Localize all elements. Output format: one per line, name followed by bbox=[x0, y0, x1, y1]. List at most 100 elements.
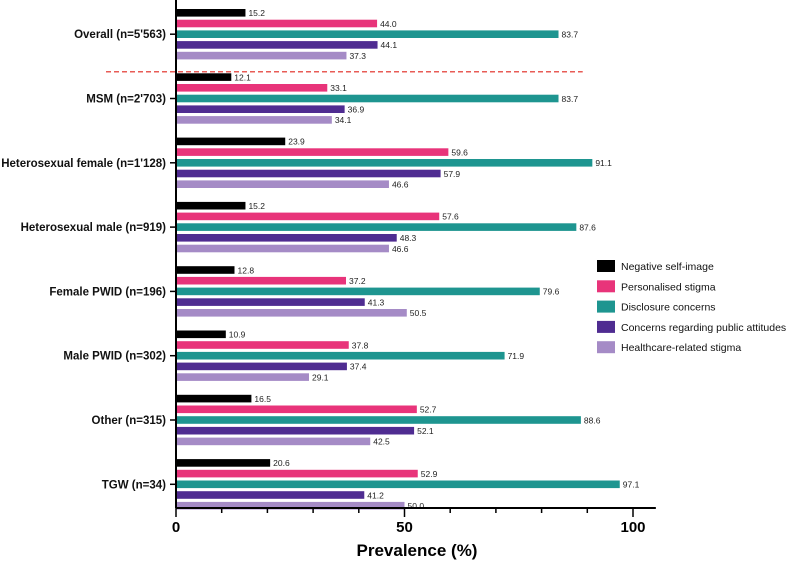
bar bbox=[176, 201, 246, 210]
bar bbox=[176, 341, 349, 349]
bar-value-label: 12.8 bbox=[238, 265, 255, 275]
bar-value-label: 23.9 bbox=[288, 137, 305, 147]
bar bbox=[176, 351, 505, 360]
bar bbox=[176, 84, 328, 92]
bar-value-label: 79.6 bbox=[543, 287, 560, 297]
bar bbox=[176, 234, 397, 242]
bar-value-label: 44.0 bbox=[380, 19, 397, 29]
bar bbox=[176, 180, 389, 188]
bar bbox=[176, 41, 378, 49]
bar bbox=[176, 416, 581, 424]
x-tick-label: 0 bbox=[172, 519, 180, 536]
bar-value-label: 50.0 bbox=[408, 501, 425, 511]
bar-value-label: 48.3 bbox=[400, 233, 417, 243]
bar-value-label: 10.9 bbox=[229, 330, 246, 340]
x-tick-label: 50 bbox=[396, 519, 413, 536]
bar-value-label: 52.7 bbox=[420, 405, 437, 415]
bar bbox=[176, 9, 246, 17]
bar-value-label: 57.9 bbox=[444, 169, 461, 179]
bar bbox=[176, 105, 345, 113]
bar-value-label: 33.1 bbox=[330, 83, 347, 93]
bar bbox=[176, 330, 226, 339]
bar-value-label: 44.1 bbox=[381, 40, 398, 50]
legend-label: Concerns regarding public attitudes bbox=[621, 322, 786, 334]
bar bbox=[176, 212, 440, 221]
bar bbox=[176, 491, 365, 499]
bar-value-label: 88.6 bbox=[584, 415, 601, 425]
bar bbox=[176, 73, 232, 81]
bar-value-label: 34.1 bbox=[335, 115, 352, 125]
bar bbox=[176, 405, 417, 414]
bar bbox=[176, 437, 371, 446]
bar-value-label: 15.2 bbox=[248, 201, 265, 211]
bar bbox=[176, 244, 389, 253]
bar-value-label: 16.5 bbox=[254, 394, 271, 404]
bar bbox=[176, 309, 407, 317]
bar bbox=[176, 459, 271, 467]
bar bbox=[176, 266, 235, 274]
bar-value-label: 57.6 bbox=[442, 212, 459, 222]
x-axis-title: Prevalence (%) bbox=[357, 541, 478, 560]
bar-value-label: 41.2 bbox=[367, 490, 384, 500]
bar-value-label: 37.4 bbox=[350, 362, 367, 372]
bar bbox=[176, 169, 441, 178]
legend-swatch bbox=[597, 341, 615, 354]
bar bbox=[176, 116, 332, 124]
bar bbox=[176, 480, 620, 489]
bar-value-label: 37.2 bbox=[349, 276, 366, 286]
bar bbox=[176, 469, 418, 478]
bar-value-label: 36.9 bbox=[348, 105, 365, 115]
category-label: Heterosexual female (n=1'128) bbox=[1, 158, 166, 170]
bar-value-label: 83.7 bbox=[562, 94, 579, 104]
bar-value-label: 15.2 bbox=[248, 8, 265, 18]
bar bbox=[176, 426, 415, 435]
bar-value-label: 97.1 bbox=[623, 480, 640, 490]
bar-value-label: 37.8 bbox=[352, 340, 369, 350]
bar bbox=[176, 137, 286, 146]
category-label: Other (n=315) bbox=[92, 415, 167, 427]
bar bbox=[176, 287, 540, 296]
bar bbox=[176, 501, 405, 510]
legend-swatch bbox=[597, 320, 615, 333]
bar-value-label: 41.3 bbox=[368, 297, 385, 307]
bar bbox=[176, 148, 449, 156]
bar-value-label: 91.1 bbox=[595, 158, 612, 168]
x-tick-label: 100 bbox=[620, 519, 645, 536]
bar bbox=[176, 19, 378, 28]
legend-label: Personalised stigma bbox=[621, 281, 716, 293]
bar-value-label: 71.9 bbox=[508, 351, 525, 361]
category-label: Male PWID (n=302) bbox=[63, 351, 166, 363]
bar bbox=[176, 223, 577, 231]
bar bbox=[176, 362, 347, 371]
bar bbox=[176, 51, 347, 60]
bar bbox=[176, 94, 559, 103]
bar-value-label: 50.5 bbox=[410, 308, 427, 318]
category-label: MSM (n=2'703) bbox=[86, 94, 166, 106]
bar bbox=[176, 30, 559, 38]
bar-value-label: 52.9 bbox=[421, 469, 438, 479]
category-label: Heterosexual male (n=919) bbox=[21, 222, 167, 234]
bar-value-label: 12.1 bbox=[234, 72, 251, 82]
category-label: Overall (n=5'563) bbox=[74, 29, 166, 41]
category-label: TGW (n=34) bbox=[102, 479, 166, 491]
legend-label: Healthcare-related stigma bbox=[621, 342, 741, 354]
bar bbox=[176, 276, 346, 285]
bar-value-label: 59.6 bbox=[451, 147, 468, 157]
legend-swatch bbox=[597, 300, 615, 313]
legend-swatch bbox=[597, 260, 615, 272]
legend-label: Disclosure concerns bbox=[621, 302, 716, 314]
legend-label: Negative self-image bbox=[621, 261, 714, 273]
bar-value-label: 42.5 bbox=[373, 437, 390, 447]
bar-value-label: 46.6 bbox=[392, 180, 409, 190]
bar-value-label: 46.6 bbox=[392, 244, 409, 254]
category-label: Female PWID (n=196) bbox=[49, 286, 166, 298]
bar-value-label: 20.6 bbox=[273, 458, 290, 468]
bar bbox=[176, 159, 593, 167]
bar-value-label: 87.6 bbox=[579, 222, 596, 232]
bar bbox=[176, 394, 252, 403]
legend-swatch bbox=[597, 280, 615, 293]
bar-value-label: 29.1 bbox=[312, 372, 329, 382]
bar-value-label: 52.1 bbox=[417, 426, 434, 436]
bar bbox=[176, 298, 365, 306]
